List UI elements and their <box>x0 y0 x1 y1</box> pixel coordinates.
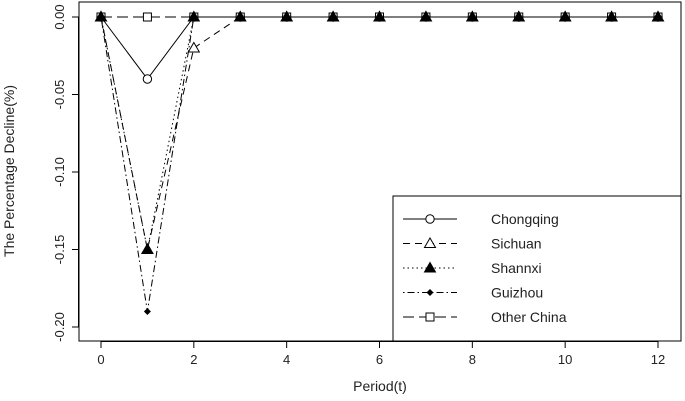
legend-box <box>392 195 682 342</box>
y-axis-title: The Percentage Decline(%) <box>1 85 17 257</box>
y-tick-label: -0.15 <box>52 235 67 265</box>
x-axis-title: Period(t) <box>353 378 407 394</box>
y-tick-label: -0.10 <box>52 157 67 187</box>
data-point <box>142 12 152 22</box>
x-tick-label: 2 <box>190 352 197 367</box>
x-tick-label: 6 <box>376 352 383 367</box>
data-point <box>94 10 108 22</box>
data-point <box>187 41 201 53</box>
y-tick-label: 0.00 <box>52 4 67 29</box>
x-tick-label: 8 <box>469 352 476 367</box>
legend-label: Sichuan <box>491 236 542 252</box>
x-tick-label: 4 <box>283 352 290 367</box>
data-point <box>512 10 526 22</box>
data-point <box>373 10 386 22</box>
legend-marker <box>423 261 437 273</box>
y-tick-label: -0.05 <box>52 80 67 110</box>
legend-label: Chongqing <box>491 211 559 227</box>
data-point <box>141 243 154 254</box>
data-point <box>651 10 665 22</box>
legend-label: Shannxi <box>491 260 542 276</box>
data-point <box>465 10 479 22</box>
data-point <box>326 10 340 22</box>
y-tick-label: -0.20 <box>52 312 67 342</box>
legend-label: Guizhou <box>491 285 543 301</box>
x-tick-label: 0 <box>97 352 104 367</box>
legend-marker <box>425 214 435 224</box>
legend: Chongqing Sichuan Shannxi Guizhou Other Chin… <box>392 195 682 342</box>
x-tick-label: 12 <box>651 352 665 367</box>
data-point <box>233 10 247 22</box>
data-point <box>558 10 572 22</box>
data-point <box>419 10 433 22</box>
data-point <box>143 308 151 315</box>
data-point <box>187 10 201 22</box>
legend-marker <box>425 312 435 322</box>
legend-label: Other China <box>491 309 567 325</box>
legend-marker <box>423 237 437 248</box>
data-point <box>605 10 618 22</box>
series-layer <box>94 10 665 315</box>
x-tick-label: 10 <box>558 352 572 367</box>
data-point <box>280 10 294 22</box>
series-line-0 <box>100 16 658 80</box>
data-point <box>142 74 153 84</box>
legend-marker <box>426 289 434 296</box>
